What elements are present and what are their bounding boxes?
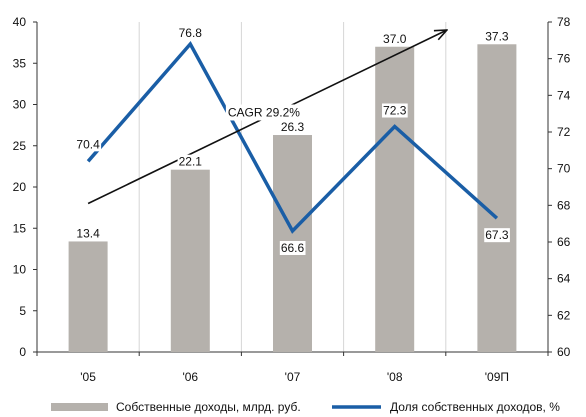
bar-value-label-background <box>177 154 204 169</box>
left-tick-label: 5 <box>19 304 26 318</box>
bar-value-label-background <box>75 226 102 241</box>
right-tick-label: 72 <box>557 125 571 139</box>
right-tick-label: 76 <box>557 52 571 66</box>
bar <box>170 169 210 352</box>
bar <box>68 241 108 352</box>
left-tick-label: 35 <box>13 56 27 70</box>
legend-bar-swatch <box>51 403 108 411</box>
x-tick-label: '09П <box>485 370 509 384</box>
bar-value-label-background <box>382 31 408 46</box>
bar-value-label: 13.4 <box>76 226 100 240</box>
line-value-label: 70.4 <box>76 137 100 151</box>
bar-value-label: 26.3 <box>281 120 305 134</box>
line-value-label: 67.3 <box>485 228 509 242</box>
x-tick-label: '05 <box>80 370 96 384</box>
right-tick-label: 78 <box>557 15 571 29</box>
cagr-annotation: CAGR 29.2% <box>228 105 300 119</box>
left-tick-label: 0 <box>19 345 26 359</box>
line-value-label: 72.3 <box>383 104 407 118</box>
x-tick-label: '06 <box>182 370 198 384</box>
x-tick-label: '07 <box>285 370 301 384</box>
bar <box>375 46 415 352</box>
right-tick-label: 66 <box>557 235 571 249</box>
series-line <box>86 40 499 234</box>
left-tick-label: 20 <box>13 180 27 194</box>
bar <box>477 44 517 353</box>
line-value-label: 66.6 <box>281 241 305 255</box>
line-value-label: 76.8 <box>179 26 203 40</box>
bar-value-label: 37.3 <box>485 29 509 43</box>
line-value-label-background <box>382 103 408 118</box>
line-value-label-background <box>177 26 204 40</box>
line-value-label-background <box>484 228 510 243</box>
right-tick-label: 62 <box>557 308 571 322</box>
right-tick-label: 70 <box>557 162 571 176</box>
line-value-label-background <box>75 137 102 152</box>
left-tick-label: 10 <box>13 263 27 277</box>
right-tick-label: 64 <box>557 272 571 286</box>
left-tick-label: 15 <box>13 221 27 235</box>
cagr-annotation-background <box>225 104 303 121</box>
left-tick-label: 25 <box>13 139 27 153</box>
x-tick-label: '08 <box>387 370 403 384</box>
right-tick-label: 68 <box>557 198 571 212</box>
left-tick-label: 30 <box>13 98 27 112</box>
bar-value-label: 37.0 <box>383 32 407 46</box>
right-tick-label: 60 <box>557 345 571 359</box>
right-tick-label: 74 <box>557 88 571 102</box>
bar-value-label-background <box>279 120 306 135</box>
left-tick-label: 40 <box>13 15 27 29</box>
bar-value-label-background <box>484 29 510 44</box>
bar-value-label: 22.1 <box>179 155 203 169</box>
line-value-label-background <box>279 241 306 255</box>
legend-bar-label: Собственные доходы, млрд. руб. <box>116 400 301 414</box>
legend-line-label: Доля собственных доходов, % <box>390 400 560 414</box>
